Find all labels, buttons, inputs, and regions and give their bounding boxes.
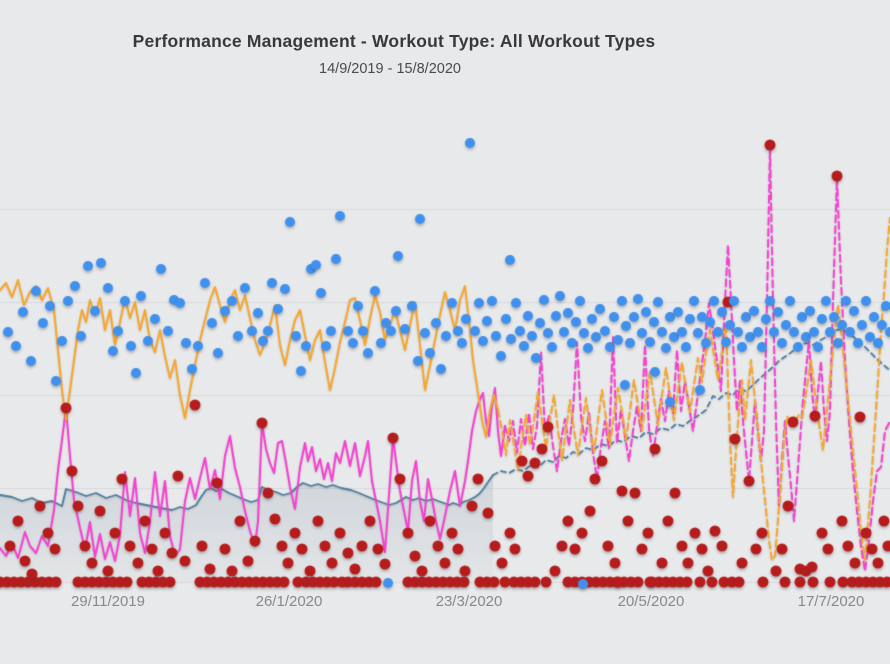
chart-title: Performance Management - Workout Type: A… xyxy=(132,31,656,51)
x-axis-tick: 29/11/2019 xyxy=(71,593,145,610)
x-axis-tick: 23/3/2020 xyxy=(435,593,503,610)
chart-subtitle: 14/9/2019 - 15/8/2020 xyxy=(319,61,461,77)
x-axis-tick: 17/7/2020 xyxy=(797,593,865,610)
x-axis-tick: 20/5/2020 xyxy=(617,593,685,610)
x-axis-tick: 26/1/2020 xyxy=(255,593,323,610)
